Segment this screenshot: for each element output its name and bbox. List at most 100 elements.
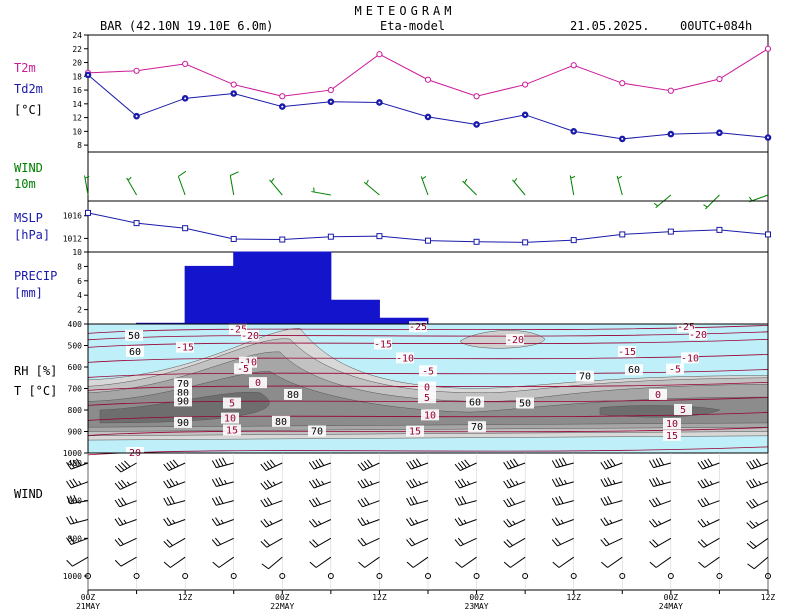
time-day-label: 22MAY [270, 602, 294, 611]
wind-profile-barb-flag [66, 516, 72, 525]
wind-profile-barb-flag [218, 496, 224, 504]
wind-profile-barb-flag [170, 496, 175, 504]
wind-profile-barb-flag [66, 537, 72, 545]
wind-profile-barb-staff [315, 556, 332, 568]
contour-label: 80 [287, 390, 299, 401]
wind-profile-barb-flag [260, 463, 267, 471]
wind-profile-barb-flag [551, 479, 557, 487]
wind-profile-barb-flag [655, 477, 661, 485]
wind-profile-barb-flag [746, 522, 753, 529]
isotherm-line [87, 369, 769, 378]
wind-profile-barb-flag [700, 539, 708, 546]
contour-label-bg [239, 356, 257, 368]
wind-profile-barb-flag [163, 541, 170, 548]
wind-profile-barb-flag [700, 460, 707, 469]
wind-profile-barb-flag [603, 517, 610, 525]
wind-profile-barb-flag [558, 458, 564, 467]
td2m-series-line [87, 74, 769, 140]
meteogram-title: METEOGRAM [354, 4, 455, 18]
contour-label: 60 [129, 347, 141, 358]
wind-profile-barb-flag [513, 458, 519, 466]
wind-profile-barb-flag [649, 541, 656, 548]
wind-profile-barb-flag [755, 458, 762, 466]
wind-profile-calm [279, 573, 286, 579]
wind-profile-barb-flag [558, 496, 564, 504]
precip-bar [233, 251, 283, 325]
t2m-point [327, 86, 334, 94]
t2m-label: T2m [14, 61, 36, 75]
mslp-point [279, 236, 286, 243]
time-hour-label: 00Z [664, 593, 679, 602]
wind-profile-barb-flag [409, 479, 415, 488]
wind-profile-barb-flag [117, 517, 124, 525]
wind-profile-barb-half-flag [269, 520, 273, 525]
precip-tick-label: 8 [77, 262, 82, 271]
wind-profile-barb-flag [603, 460, 610, 469]
wind-profile-barb-flag [357, 463, 364, 471]
contour-label-bg [272, 415, 290, 427]
contour-label-bg [681, 352, 699, 364]
mslp-point [765, 231, 771, 238]
wind-profile-barb-staff [702, 519, 720, 528]
wind10m-label: WIND [14, 161, 43, 175]
contour-label-bg [468, 421, 486, 433]
wind-profile-barb-staff [411, 537, 429, 547]
wind-profile-barb-flag [66, 480, 72, 489]
wind-profile-barb-flag [697, 480, 703, 489]
wind-profile-barb-flag [454, 463, 461, 471]
wind-profile-calm [522, 573, 529, 579]
wind-profile-barb-flag [169, 478, 176, 486]
wind10m-barb-half-flag [464, 178, 468, 184]
t2m-point [376, 51, 383, 58]
wind-profile-barb-flag [649, 460, 654, 468]
wind-profile-barb-flag [363, 460, 370, 468]
temperature-tick-label: 20 [72, 59, 82, 68]
temperature-tick-label: 16 [72, 86, 82, 95]
td2m-point-center [87, 73, 89, 76]
wind-profile-barb-staff [703, 537, 720, 548]
temperature-tick-label: 10 [72, 127, 82, 136]
wind10m-barb-half-flag [570, 175, 576, 179]
wind-profile-barb-flag [358, 561, 366, 568]
contour-label: 15 [409, 427, 421, 438]
contour-label: 90 [177, 418, 189, 429]
wind-profile-barb-flag [260, 520, 267, 528]
td2m-point-center [184, 97, 187, 100]
time-day-label: 23MAY [465, 602, 489, 611]
wind-profile-barb-staff [362, 537, 380, 547]
wind-profile-barb-staff [655, 556, 672, 568]
td2m-point-center [281, 105, 284, 108]
time-hour-label: 12Z [566, 593, 581, 602]
wind-profile-barb-half-flag [463, 519, 467, 524]
contour-label: 0 [424, 382, 430, 393]
wind-profile-barb-flag [69, 479, 75, 488]
wind-profile-barb-flag [697, 499, 703, 508]
wind-profile-barb-flag [752, 498, 759, 506]
contour-label-bg [506, 334, 524, 346]
wind-profile-barb-flag [454, 518, 461, 526]
wind-profile-barb-staff [315, 537, 332, 548]
wind-profile-barb-flag [166, 496, 172, 505]
wind-profile-barb-flag [360, 537, 367, 545]
wind-profile-barb-half-flag [755, 521, 759, 526]
wind-profile-barb-flag [315, 459, 321, 468]
wind-profile-barb-staff [170, 556, 186, 568]
wind-profile-barb-flag [600, 561, 608, 568]
wind-profile-barb-flag [749, 460, 755, 469]
temperature-tick-label: 12 [72, 114, 82, 123]
wind-profile-barb-half-flag [321, 480, 325, 485]
wind-profile-calm [85, 573, 91, 579]
wind-profile-barb-flag [357, 518, 363, 526]
wind-profile-barb-flag [123, 460, 131, 468]
wind-profile-barb-flag [357, 480, 363, 489]
wind-profile-barb-flag [263, 539, 271, 546]
isotherm-line [87, 354, 769, 363]
wind-profile-barb-half-flag [123, 519, 127, 524]
wind-profile-barb-flag [211, 497, 217, 506]
wind-profile-barb-flag [655, 458, 661, 467]
wind-profile-barb-flag [746, 480, 752, 489]
wind-profile-barb-flag [747, 563, 755, 570]
isotherm-line [87, 381, 769, 391]
contour-label: 70 [177, 379, 189, 390]
